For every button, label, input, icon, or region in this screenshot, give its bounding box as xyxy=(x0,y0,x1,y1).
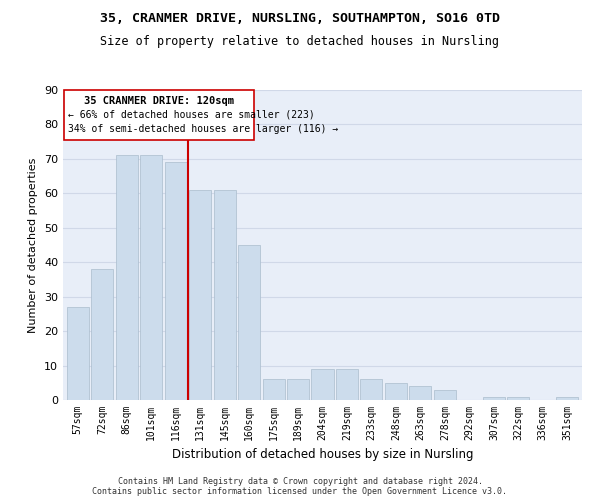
FancyBboxPatch shape xyxy=(64,90,254,140)
Bar xyxy=(214,190,236,400)
Bar xyxy=(311,369,334,400)
Bar xyxy=(336,369,358,400)
X-axis label: Distribution of detached houses by size in Nursling: Distribution of detached houses by size … xyxy=(172,448,473,462)
Text: Contains HM Land Registry data © Crown copyright and database right 2024.
Contai: Contains HM Land Registry data © Crown c… xyxy=(92,476,508,496)
Text: 35 CRANMER DRIVE: 120sqm: 35 CRANMER DRIVE: 120sqm xyxy=(84,96,234,106)
Bar xyxy=(91,269,113,400)
Bar xyxy=(508,396,529,400)
Bar xyxy=(434,390,456,400)
Text: Size of property relative to detached houses in Nursling: Size of property relative to detached ho… xyxy=(101,35,499,48)
Bar xyxy=(263,380,284,400)
Text: 35, CRANMER DRIVE, NURSLING, SOUTHAMPTON, SO16 0TD: 35, CRANMER DRIVE, NURSLING, SOUTHAMPTON… xyxy=(100,12,500,26)
Bar xyxy=(409,386,431,400)
Bar xyxy=(287,380,309,400)
Bar xyxy=(116,156,137,400)
Bar xyxy=(238,245,260,400)
Bar xyxy=(385,383,407,400)
Bar xyxy=(483,396,505,400)
Bar xyxy=(140,156,162,400)
Y-axis label: Number of detached properties: Number of detached properties xyxy=(28,158,38,332)
Bar xyxy=(361,380,382,400)
Bar xyxy=(67,307,89,400)
Bar xyxy=(556,396,578,400)
Bar xyxy=(164,162,187,400)
Text: 34% of semi-detached houses are larger (116) →: 34% of semi-detached houses are larger (… xyxy=(68,124,338,134)
Bar xyxy=(189,190,211,400)
Text: ← 66% of detached houses are smaller (223): ← 66% of detached houses are smaller (22… xyxy=(68,110,314,120)
